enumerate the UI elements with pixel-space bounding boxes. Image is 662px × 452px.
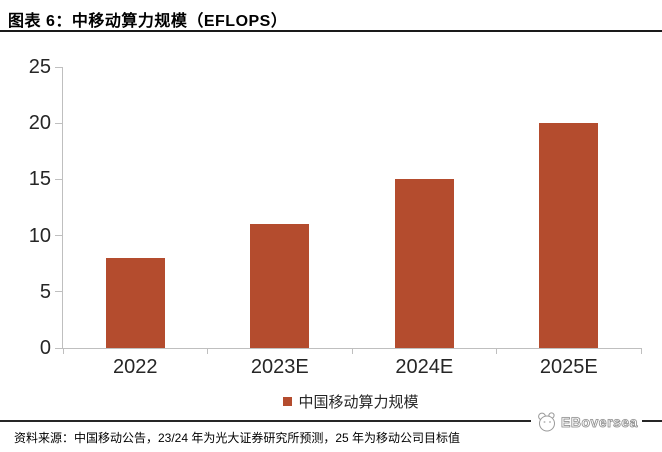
y-axis-tick <box>55 122 62 124</box>
x-axis-tick <box>640 348 642 354</box>
x-axis-label-2023E: 2023E <box>250 356 309 378</box>
y-axis-label: 0 <box>39 337 51 359</box>
x-axis-label-2024E: 2024E <box>395 356 454 378</box>
x-axis-label-2025E: 2025E <box>539 356 598 378</box>
legend-marker <box>283 396 293 406</box>
x-axis-tick <box>62 348 64 354</box>
panda-logo-icon <box>538 412 555 432</box>
footer-divider <box>0 420 662 422</box>
y-axis-label: 25 <box>28 56 51 78</box>
bar-2023E <box>250 224 310 348</box>
bar-2025E <box>539 123 599 348</box>
y-axis-label: 15 <box>28 168 51 191</box>
chart-legend: 中国移动算力规模 <box>62 390 640 412</box>
title-divider <box>0 30 662 32</box>
figure-title: 图表 6：中移动算力规模（EFLOPS） <box>8 13 288 30</box>
y-axis-label: 5 <box>39 280 51 303</box>
bar-chart-plot-area: 0 5 10 15 20 25 2022 2023E 2024E 2025E <box>29 56 642 378</box>
bar-2024E <box>394 179 454 348</box>
y-axis-tick <box>55 66 62 68</box>
brand-logo: EBoversea <box>531 409 642 435</box>
x-axis-tick <box>496 348 497 354</box>
x-axis-label-2022: 2022 <box>113 356 158 378</box>
y-axis-label: 10 <box>28 224 51 247</box>
brand-logo-text: EBoversea <box>561 414 638 431</box>
y-axis-tick <box>55 291 62 293</box>
y-axis-tick <box>55 178 62 180</box>
y-axis-label: 20 <box>28 112 51 135</box>
source-note: 资料来源：中国移动公告，23/24 年为光大证券研究所预测，25 年为移动公司目… <box>14 431 461 445</box>
y-axis-tick <box>55 347 62 349</box>
legend-label: 中国移动算力规模 <box>298 393 419 411</box>
x-axis-tick <box>207 348 208 354</box>
bar-2022 <box>105 258 165 348</box>
x-axis-tick <box>351 348 353 354</box>
y-axis-tick <box>55 235 62 237</box>
